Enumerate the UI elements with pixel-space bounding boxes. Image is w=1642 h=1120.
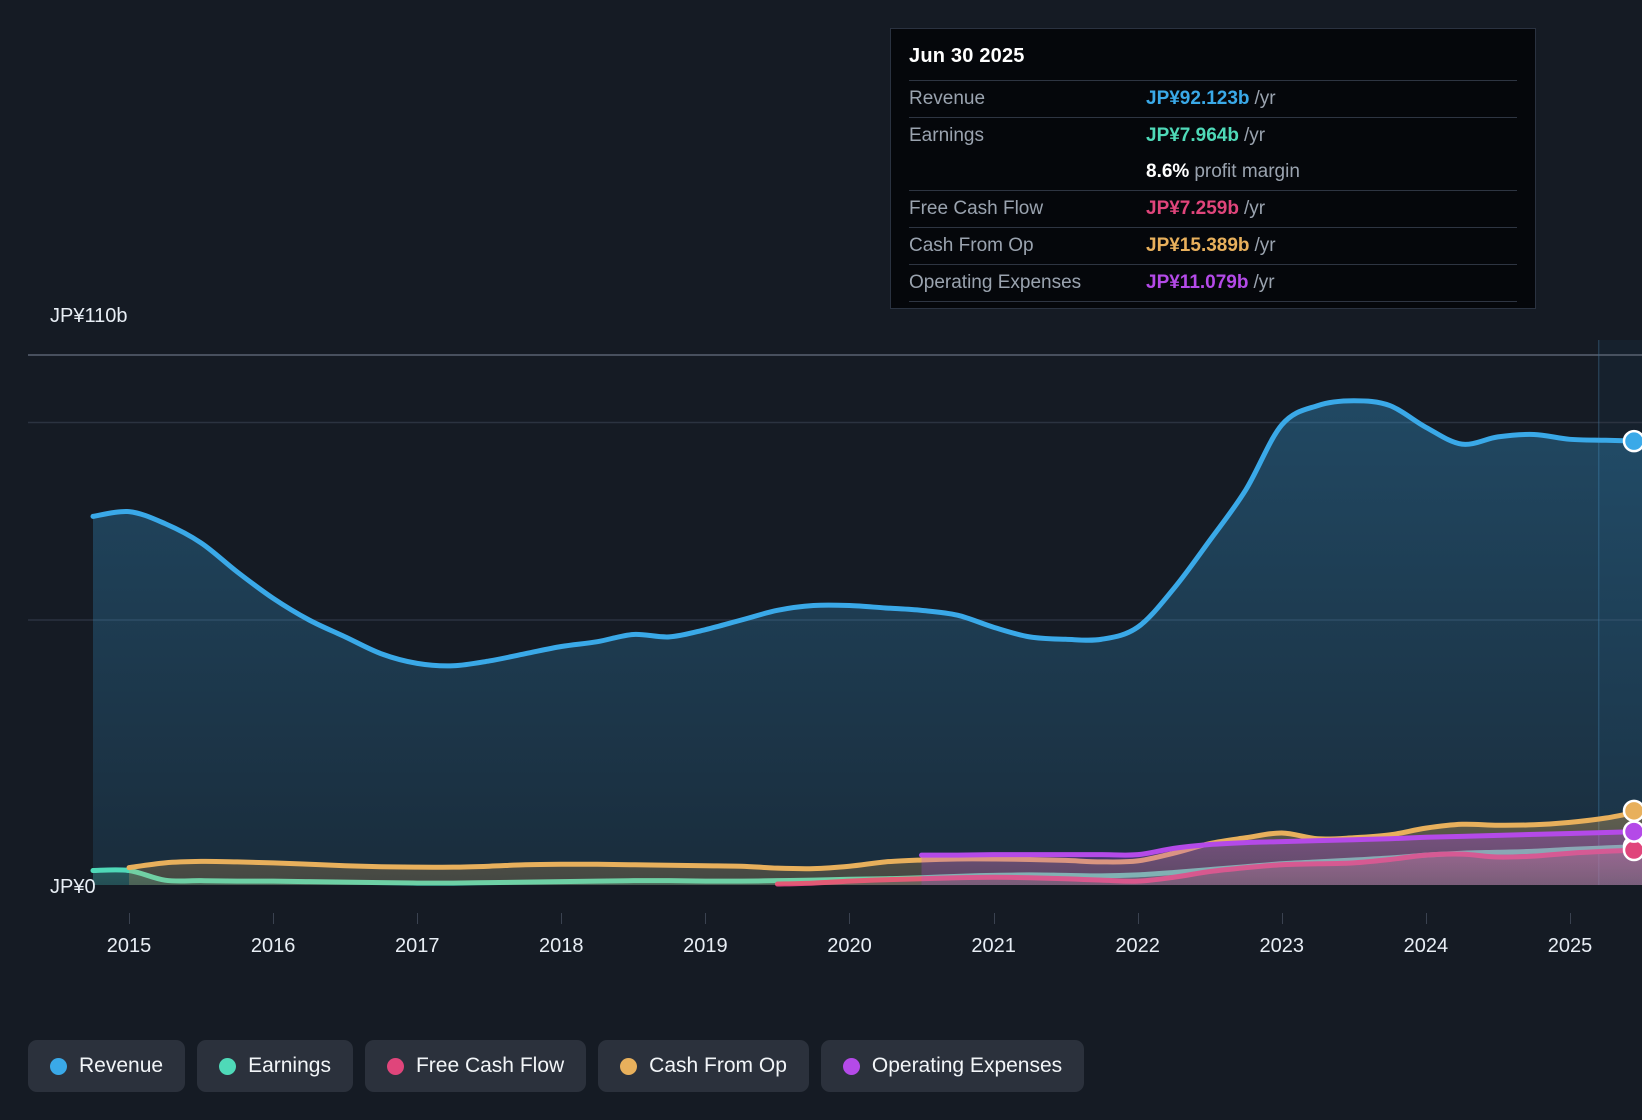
tooltip-row-value: 8.6% <box>1146 161 1190 182</box>
tooltip-row-value: JP¥7.259b <box>1146 198 1239 219</box>
legend-color-dot-icon <box>620 1057 638 1075</box>
legend-color-dot-icon <box>842 1057 860 1075</box>
y-axis-zero-label: JP¥0 <box>50 876 96 898</box>
series-endpoint-marker <box>1622 429 1642 453</box>
tooltip-row-label: Free Cash Flow <box>909 198 1044 219</box>
tooltip-row-label: Operating Expenses <box>909 272 1082 293</box>
tooltip-row-unit: /yr <box>1243 125 1266 146</box>
tooltip-rows: Revenue JP¥92.123b/yr Earnings JP¥7.964b/yr… <box>909 80 1517 302</box>
tooltip-row: Operating Expenses JP¥11.079b/yr <box>909 264 1517 301</box>
tooltip-row-unit: /yr <box>1253 272 1275 293</box>
x-axis-tick-label: 2019 <box>683 935 728 957</box>
tooltip-row: Cash From Op JP¥15.389b/yr <box>909 227 1517 264</box>
x-axis-tickmark <box>1569 913 1571 924</box>
x-axis-tickmark <box>1281 913 1283 924</box>
tooltip-date: Jun 30 2025 <box>909 45 1025 67</box>
legend-item-label: Free Cash Flow <box>415 1054 565 1077</box>
tooltip-row-value: JP¥92.123b <box>1146 88 1250 109</box>
legend-item-earnings[interactable]: Earnings <box>197 1040 353 1092</box>
tooltip-row-label: Cash From Op <box>909 235 1034 256</box>
x-axis-tick-label: 2017 <box>394 935 440 957</box>
tooltip-row-value: JP¥11.079b <box>1146 272 1249 293</box>
x-axis-tick-label: 2023 <box>1259 935 1305 957</box>
legend-item-operating-expenses[interactable]: Operating Expenses <box>820 1040 1085 1092</box>
legend-item-label: Earnings <box>248 1054 331 1077</box>
x-axis-tickmark <box>993 913 995 924</box>
x-axis-tickmark <box>705 913 707 924</box>
legend-item-label: Operating Expenses <box>871 1054 1063 1077</box>
x-axis-tickmark <box>129 913 131 924</box>
x-axis-tick-label: 2021 <box>971 935 1016 957</box>
tooltip-row: Earnings JP¥7.964b/yr <box>909 117 1517 154</box>
tooltip-row-label: Revenue <box>909 88 986 109</box>
legend-item-free-cash-flow[interactable]: Free Cash Flow <box>364 1040 587 1092</box>
series-endpoint-marker <box>1622 838 1642 862</box>
x-axis-tickmark <box>417 913 419 924</box>
tooltip-row-value: JP¥15.389b <box>1146 235 1250 256</box>
chart-legend: Revenue Earnings Free Cash Flow Cash From O… <box>28 1040 1085 1092</box>
x-axis-tick-label: 2020 <box>827 935 872 957</box>
x-axis-tick-label: 2024 <box>1403 935 1449 957</box>
x-axis-tickmark <box>1137 913 1139 924</box>
series-line <box>126 808 1642 872</box>
x-axis-tick-label: 2022 <box>1115 935 1160 957</box>
series-operating-expenses <box>919 829 1642 885</box>
series-revenue <box>90 398 1642 885</box>
series-line <box>90 398 1642 669</box>
legend-color-dot-icon <box>50 1057 67 1075</box>
series-endpoint-marker <box>1622 799 1642 823</box>
tooltip-row-label: Earnings <box>909 125 984 146</box>
legend-item-cash-from-op[interactable]: Cash From Op <box>598 1040 809 1092</box>
x-axis-tickmark <box>273 913 275 924</box>
legend-color-dot-icon <box>386 1057 404 1075</box>
tooltip-row-unit: /yr <box>1254 88 1276 109</box>
x-axis-tick-label: 2018 <box>539 935 584 957</box>
x-axis-tick-label: 2015 <box>106 935 152 957</box>
tooltip-bottom-rule <box>909 301 1517 302</box>
y-axis-top-label: JP¥110b <box>50 305 128 327</box>
x-axis-tickmark <box>849 913 851 924</box>
x-axis: 2015 2016 2017 2018 2019 2020 2021 2022 2023 2024… <box>0 913 1642 968</box>
x-axis-tickmark <box>1425 913 1427 924</box>
x-axis-tick-label: 2016 <box>250 935 296 957</box>
legend-item-label: Cash From Op <box>649 1054 787 1077</box>
series-area <box>93 400 1642 885</box>
x-axis-tick-label: 2025 <box>1547 935 1593 957</box>
chart-plot-area <box>0 340 1642 910</box>
legend-item-label: Revenue <box>79 1054 164 1077</box>
tooltip-panel: Jun 30 2025 Revenue JP¥92.123b/yr Earnings… <box>890 28 1536 309</box>
tooltip-row: 8.6% profit margin <box>909 154 1517 190</box>
tooltip-row-unit: /yr <box>1254 235 1276 256</box>
series-line <box>919 829 1642 858</box>
series-endpoint-marker <box>1622 820 1642 843</box>
x-axis-tickmark <box>561 913 563 924</box>
legend-item-revenue[interactable]: Revenue <box>28 1040 186 1092</box>
legend-color-dot-icon <box>219 1057 237 1075</box>
tooltip-row-unit: /yr <box>1243 198 1266 219</box>
tooltip-row-unit: profit margin <box>1194 161 1300 182</box>
series-area <box>921 831 1642 885</box>
chart-svg <box>28 340 1642 887</box>
tooltip-row: Free Cash Flow JP¥7.259b/yr <box>909 190 1517 227</box>
tooltip-row: Revenue JP¥92.123b/yr <box>909 80 1517 117</box>
tooltip-row-value: JP¥7.964b <box>1146 125 1239 146</box>
